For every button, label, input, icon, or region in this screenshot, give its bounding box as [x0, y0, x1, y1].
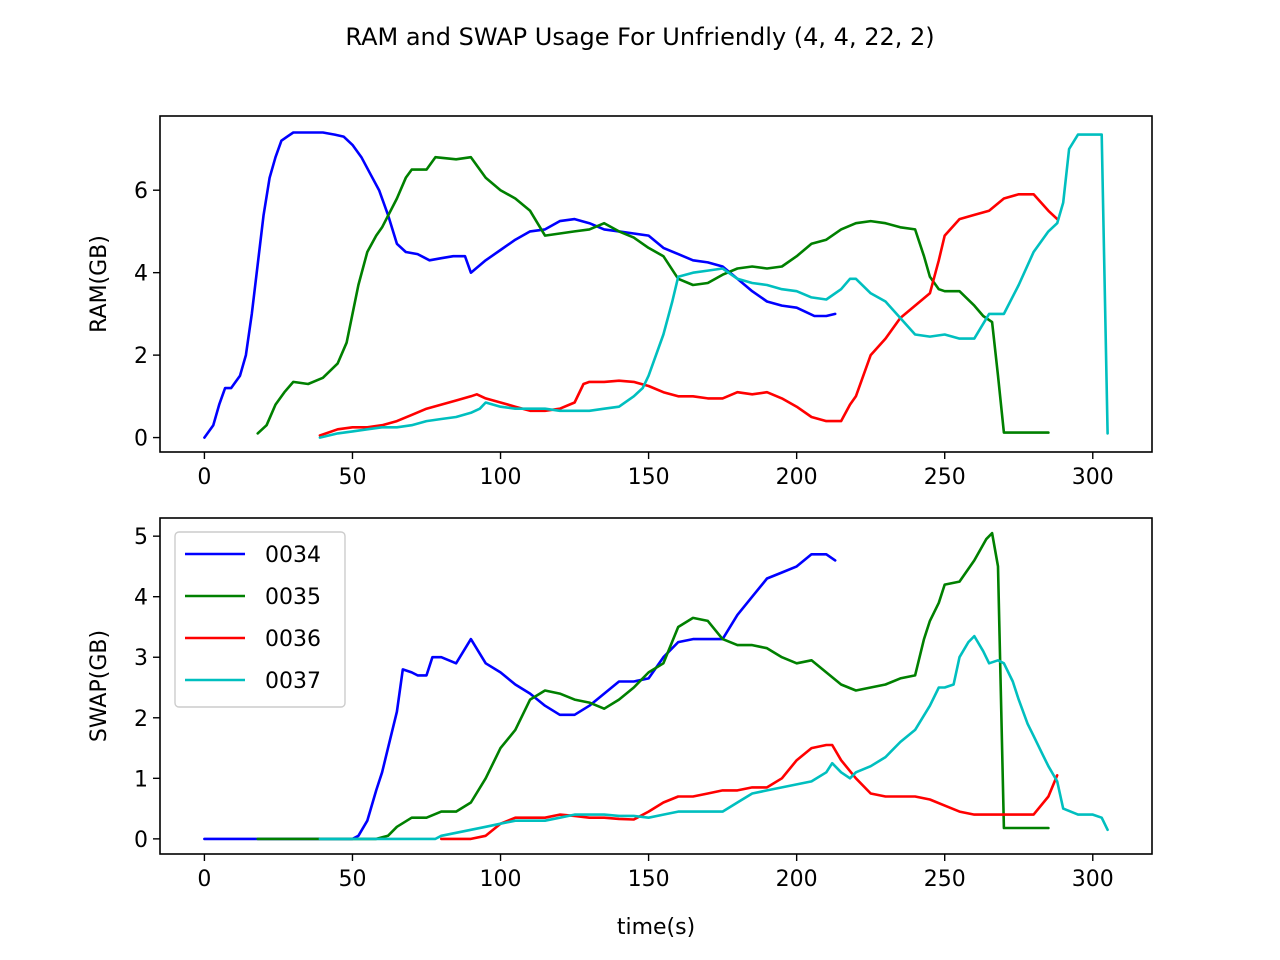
x-tick-label: 100 — [480, 867, 522, 892]
axes-frame — [159, 517, 1153, 855]
legend-label: 0035 — [265, 585, 321, 610]
x-tick-label: 250 — [924, 867, 966, 892]
y-axis-label: SWAP(GB) — [87, 630, 112, 742]
x-tick-label: 300 — [1072, 465, 1114, 490]
series-line-0035 — [256, 531, 1050, 841]
x-tick-label: 200 — [776, 465, 818, 490]
legend-label: 0037 — [265, 669, 321, 694]
x-tick-label: 100 — [480, 465, 522, 490]
series-line-0034 — [203, 131, 837, 439]
y-tick-label: 4 — [134, 262, 148, 287]
y-axis-label: RAM(GB) — [87, 235, 112, 333]
series-line-0035 — [256, 155, 1050, 435]
y-tick-label: 2 — [134, 707, 148, 732]
y-tick-label: 2 — [134, 344, 148, 369]
series-line-0036 — [318, 193, 1059, 437]
legend-label: 0036 — [265, 627, 321, 652]
x-tick-label: 300 — [1072, 867, 1114, 892]
legend-box — [174, 531, 346, 708]
x-tick-label: 50 — [338, 465, 366, 490]
series-line-0034 — [203, 552, 837, 841]
x-tick-label: 50 — [338, 867, 366, 892]
swap-chart: 0 50 100 150 200 250 300 0 1 2 3 4 5 SWAP(GB) time(s) 0… — [87, 517, 1153, 940]
x-tick-label: 150 — [628, 465, 670, 490]
figure-title: RAM and SWAP Usage For Unfriendly (4, 4,… — [345, 23, 934, 51]
y-tick-label: 5 — [134, 525, 148, 550]
x-tick-label: 150 — [628, 867, 670, 892]
ram-chart: 0 50 100 150 200 250 300 0 2 4 6 RAM(GB) — [87, 115, 1153, 490]
axes-frame — [159, 115, 1153, 453]
x-tick-label: 250 — [924, 465, 966, 490]
x-tick-label: 0 — [197, 867, 211, 892]
series-line-0036 — [439, 743, 1059, 841]
x-axis-label: time(s) — [617, 915, 695, 940]
y-tick-label: 4 — [134, 586, 148, 611]
y-tick-label: 6 — [134, 179, 148, 204]
y-tick-label: 0 — [134, 427, 148, 452]
y-tick-label: 3 — [134, 646, 148, 671]
y-tick-label: 0 — [134, 828, 148, 853]
legend: 0034 0035 0036 0037 — [174, 531, 346, 708]
legend-label: 0034 — [265, 543, 321, 568]
y-tick-label: 1 — [134, 767, 148, 792]
x-tick-label: 0 — [197, 465, 211, 490]
series-line-0037 — [318, 133, 1109, 439]
series-line-0037 — [318, 634, 1109, 841]
x-tick-label: 200 — [776, 867, 818, 892]
